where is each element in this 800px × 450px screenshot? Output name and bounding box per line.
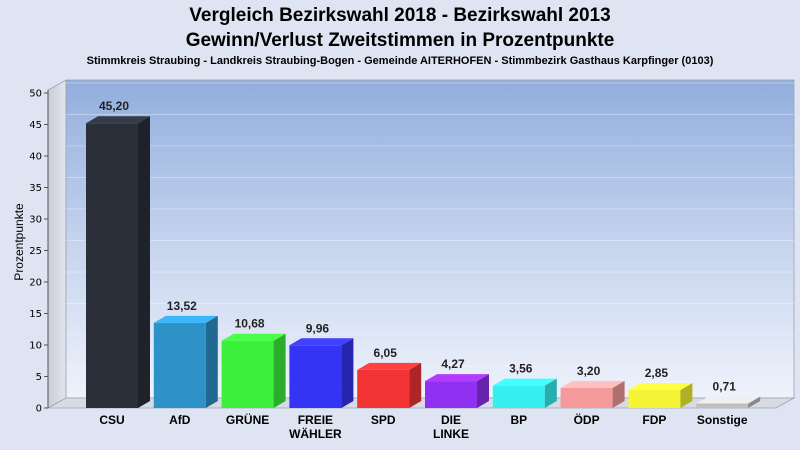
bar-side [680,383,693,408]
bar-top [86,116,150,124]
x-tick-label: AfD [169,413,191,427]
x-tick-label: BP [510,413,527,427]
bar-front [289,345,342,408]
bar-top [628,383,693,391]
bar: 10,68 [221,317,286,408]
bar-side [612,380,625,408]
x-axis: CSU AfD GRÜNE FREIE WÄHLER SPD DIE LINKE BP ÖDP FD… [99,412,748,441]
bar-top [153,315,218,323]
y-tick-label: 10 [29,341,42,352]
y-tick-label: 45 [29,120,42,131]
bar-value-label: 10,68 [235,317,265,331]
bar-top [289,338,354,346]
x-tick-label: GRÜNE [226,412,269,427]
bar: 9,96 [289,321,354,408]
y-tick-label: 35 [29,183,42,194]
grid-lines [66,82,794,367]
chart-title: Vergleich Bezirkswahl 2018 - Bezirkswahl… [189,5,610,26]
bar-side [477,374,489,408]
bar-side [273,333,286,408]
bar-value-label: 9,96 [306,321,330,335]
bar: 4,27 [425,357,489,408]
y-tick-label: 40 [29,152,42,163]
bar-value-label: 13,52 [167,299,197,313]
x-tick-label: FREIE WÄHLER [289,413,342,441]
bar-value-label: 4,27 [441,357,465,371]
bars: 45,20 13,52 10,68 9,96 6,05 4,27 3,56 3,20 2,85 0… [86,99,761,409]
y-tick-label: 30 [29,215,42,226]
bar-front [560,387,613,408]
bar: 13,52 [153,299,218,408]
plot-side-wall [47,79,67,409]
y-axis-label: Prozentpunkte [12,203,26,281]
bar-front [357,369,410,408]
chart-subtitle: Stimmkreis Straubing - Landkreis Straubi… [87,55,714,67]
bar-top [425,374,489,382]
bar-front [628,390,681,408]
bar-side [341,338,354,408]
y-tick-label: 25 [29,246,42,257]
bar: 3,56 [492,362,557,408]
x-tick-label: FDP [642,413,666,427]
bar-front [153,322,206,408]
bar: 3,20 [560,364,625,408]
bar: 45,20 [86,99,150,409]
bar-side [138,116,150,409]
bar: 2,85 [628,366,693,408]
x-tick-label: ÖDP [574,412,600,427]
bar-value-label: 45,20 [99,99,129,113]
bar: 6,05 [357,346,422,408]
bar: 0,71 [696,380,761,408]
bar-side [544,378,557,408]
bar-top [696,396,761,404]
bar-value-label: 3,20 [577,364,601,378]
bar-front [492,385,545,408]
bar-top [221,333,286,341]
bar-top [560,380,625,388]
x-tick-label: CSU [99,413,124,427]
y-tick-label: 5 [36,372,42,383]
bar-side [748,396,761,408]
y-tick-label: 20 [29,278,42,289]
bar-front [221,340,274,408]
bar-value-label: 3,56 [509,362,533,376]
y-tick-label: 50 [29,89,42,100]
bar-side [409,362,422,408]
x-tick-label: SPD [371,413,396,427]
chart-title-line2: Gewinn/Verlust Zweitstimmen in Prozentpu… [186,30,615,51]
bar-side [205,315,218,408]
bar-front [86,123,138,409]
x-tick-label: Sonstige [697,413,748,427]
y-axis: 0 5 10 15 20 25 30 35 40 45 50 [29,89,48,415]
y-tick-label: 15 [29,309,42,320]
bar-value-label: 0,71 [713,380,737,394]
bar-front [425,381,477,408]
bar-top [357,362,422,370]
bar-value-label: 6,05 [374,346,398,360]
bar-value-label: 2,85 [645,366,669,380]
y-tick-label: 0 [36,404,42,415]
x-tick-label: DIE LINKE [433,413,469,441]
bar-top [492,378,557,386]
bar-front [696,403,749,408]
